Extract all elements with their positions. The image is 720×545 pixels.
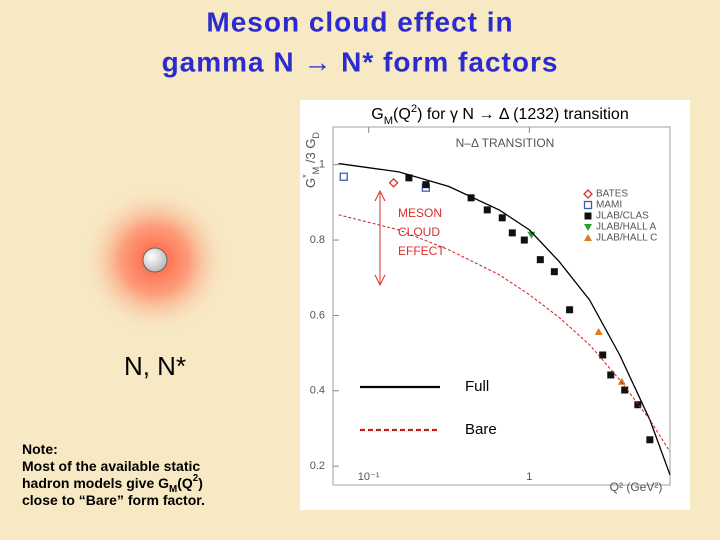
- note-line: Note:: [22, 441, 58, 457]
- legend-label: JLAB/CLAS: [596, 211, 649, 222]
- data-point: [467, 194, 475, 202]
- note-line: close to “Bare” form factor.: [22, 492, 205, 508]
- text-run: ) for γ N → Δ (1232) transition: [417, 106, 629, 123]
- text-run: G: [371, 106, 383, 123]
- text-run: close to “Bare” form factor.: [22, 492, 205, 508]
- text-run: M: [384, 115, 393, 127]
- legend-label: MAMI: [596, 200, 622, 211]
- text-run: D: [311, 132, 321, 139]
- inner-title: N–Δ TRANSITION: [456, 136, 555, 150]
- data-point: [566, 306, 574, 314]
- y-axis-label: G*M /3 GD: [301, 132, 321, 188]
- annotation: CLOUD: [398, 225, 440, 239]
- text-run: *: [301, 174, 311, 178]
- data-point: [508, 229, 516, 237]
- legend-marker: [583, 189, 593, 199]
- data-point: [621, 386, 629, 394]
- text-run: (Q: [393, 106, 411, 123]
- legend-label: JLAB/HALL A: [596, 222, 657, 233]
- data-point: [594, 328, 603, 336]
- legend-marker: [584, 234, 592, 241]
- text-run: (Q: [177, 475, 193, 491]
- text-run: 2: [411, 103, 417, 115]
- data-point: [405, 174, 413, 182]
- data-point: [339, 172, 348, 181]
- text-run: M: [169, 484, 177, 495]
- plot-panel: [300, 100, 690, 510]
- chart-title: GM(Q2) for γ N → Δ (1232) transition: [371, 103, 628, 127]
- legend-label: Bare: [465, 421, 497, 438]
- text-run: 2: [193, 473, 199, 484]
- legend-marker: [584, 224, 592, 231]
- legend-label: BATES: [596, 189, 628, 200]
- y-tick-label: 0.6: [310, 309, 325, 321]
- text-run: Note:: [22, 441, 58, 457]
- text-run: /3 G: [303, 139, 318, 167]
- legend-marker: [584, 212, 592, 220]
- slide-title: gamma N → N* form factors: [162, 46, 559, 77]
- slide-title: Meson cloud effect in: [206, 6, 513, 37]
- legend-marker: [583, 200, 593, 210]
- data-point: [646, 436, 654, 444]
- text-run: Most of the available static: [22, 458, 200, 474]
- particle-label: N, N*: [124, 351, 186, 381]
- data-point: [520, 236, 528, 244]
- legend-label: Full: [465, 378, 489, 395]
- legend-label: JLAB/HALL C: [596, 233, 657, 244]
- data-point: [483, 206, 491, 214]
- y-tick-label: 1: [319, 159, 325, 171]
- x-tick-label: 10⁻¹: [358, 471, 380, 483]
- data-point: [388, 177, 399, 188]
- note-line: hadron models give GM(Q2): [22, 473, 203, 495]
- annotation: EFFECT: [398, 244, 445, 258]
- data-point: [607, 371, 615, 379]
- text-run: M: [311, 167, 321, 175]
- y-tick-label: 0.8: [310, 234, 325, 246]
- curve: [338, 214, 671, 453]
- text-run: hadron models give G: [22, 475, 169, 491]
- text-run: G: [303, 178, 318, 188]
- annotation: MESON: [398, 206, 442, 220]
- data-point: [422, 181, 430, 189]
- curve: [338, 162, 671, 476]
- x-axis-label: Q² (GeV²): [610, 480, 663, 494]
- data-point: [634, 401, 642, 409]
- data-point: [617, 377, 626, 385]
- x-tick-label: 1: [526, 471, 532, 483]
- plot-frame: [332, 126, 671, 486]
- data-point: [536, 256, 544, 264]
- nucleon: [142, 247, 168, 273]
- data-point: [498, 214, 506, 222]
- note-line: Most of the available static: [22, 458, 200, 474]
- y-tick-label: 0.2: [310, 460, 325, 472]
- text-run: ): [198, 475, 203, 491]
- data-point: [550, 268, 558, 276]
- annotation-arrowhead: [374, 189, 386, 287]
- y-tick-label: 0.4: [310, 385, 325, 397]
- data-point: [599, 351, 607, 359]
